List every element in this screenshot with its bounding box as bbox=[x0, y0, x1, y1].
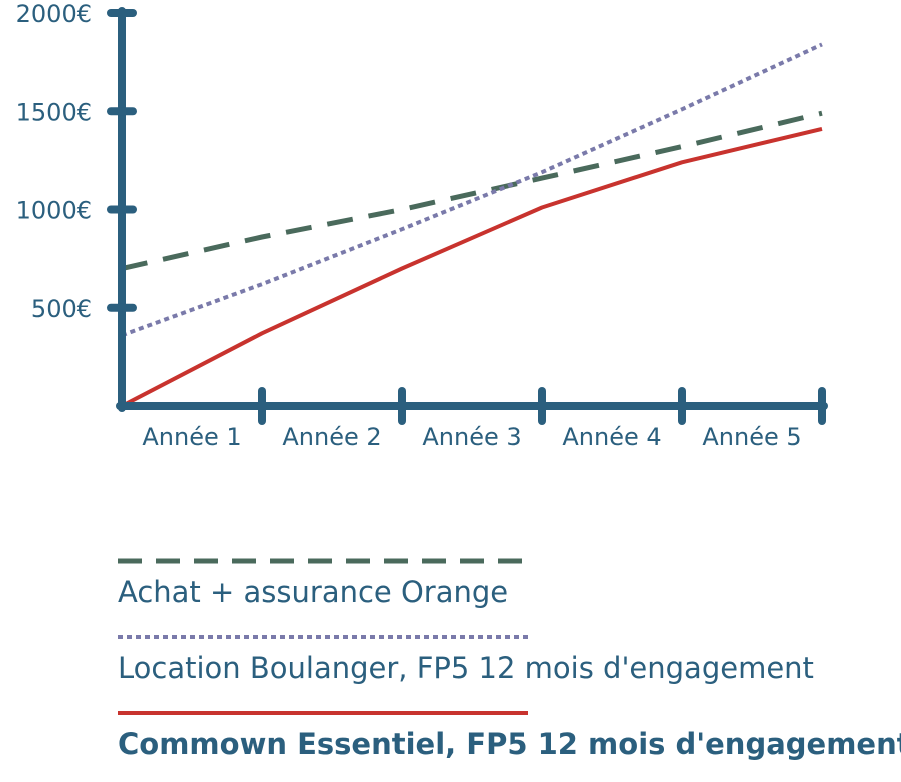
legend-label-boulanger: Location Boulanger, FP5 12 mois d'engage… bbox=[118, 651, 814, 685]
x-tick-label: Année 5 bbox=[702, 423, 801, 451]
x-tick-label: Année 4 bbox=[562, 423, 661, 451]
label-layer: 500€ 1000€ 1500€ 2000€ Année 1 Année 2 Année 3… bbox=[16, 0, 802, 451]
legend-swatch-dashed bbox=[118, 558, 528, 564]
legend-swatch-dotted bbox=[118, 635, 528, 639]
legend-item-commown: Commown Essentiel, FP5 12 mois d'engagem… bbox=[118, 707, 901, 761]
legend-swatch-solid bbox=[118, 711, 528, 715]
legend: Achat + assurance Orange Location Boulan… bbox=[118, 555, 901, 761]
series-line-1 bbox=[121, 110, 823, 271]
x-tick-label: Année 2 bbox=[282, 423, 381, 451]
legend-item-orange: Achat + assurance Orange bbox=[118, 555, 901, 609]
legend-label-orange: Achat + assurance Orange bbox=[118, 575, 509, 609]
chart: 500€ 1000€ 1500€ 2000€ Année 1 Année 2 Année 3… bbox=[16, 0, 828, 451]
series-layer bbox=[121, 42, 823, 408]
legend-item-boulanger: Location Boulanger, FP5 12 mois d'engage… bbox=[118, 631, 901, 685]
y-tick-label: 500€ bbox=[31, 295, 92, 323]
legend-label-commown: Commown Essentiel, FP5 12 mois d'engagem… bbox=[118, 727, 901, 761]
y-tick-label: 1500€ bbox=[16, 98, 92, 126]
y-tick-label: 2000€ bbox=[16, 0, 92, 28]
x-tick-label: Année 1 bbox=[142, 423, 241, 451]
series-line-3 bbox=[121, 126, 823, 408]
axis-layer bbox=[107, 7, 828, 425]
y-tick-label: 1000€ bbox=[16, 197, 92, 225]
x-tick-label: Année 3 bbox=[422, 423, 521, 451]
series-line-2 bbox=[121, 42, 823, 338]
